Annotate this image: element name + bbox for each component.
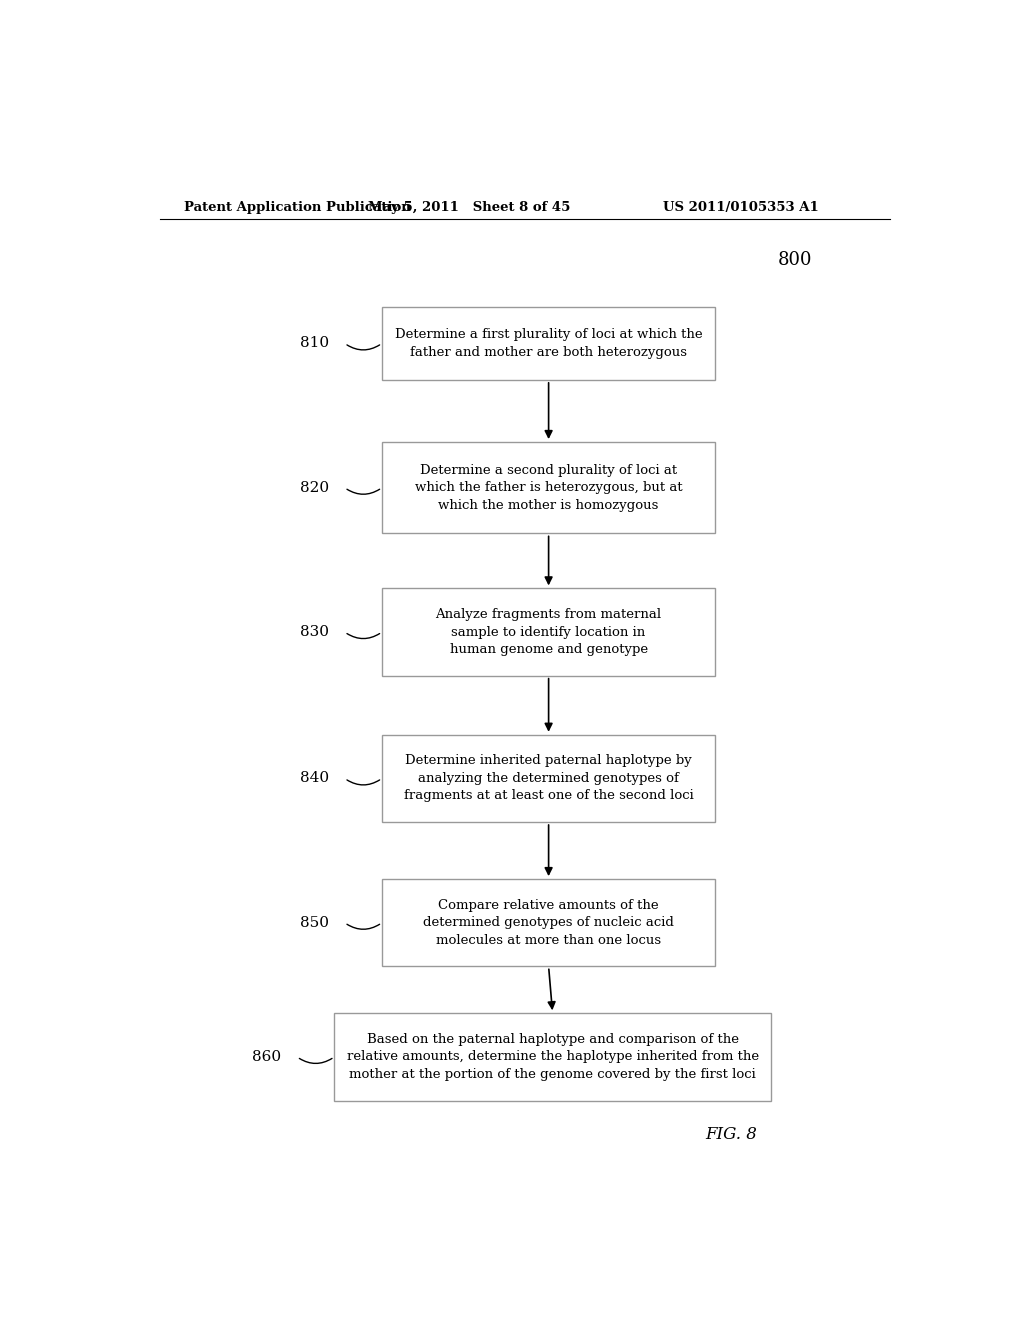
FancyBboxPatch shape <box>382 879 715 966</box>
Text: 830: 830 <box>300 626 329 639</box>
Text: Determine a first plurality of loci at which the
father and mother are both hete: Determine a first plurality of loci at w… <box>395 329 702 359</box>
Text: Determine inherited paternal haplotype by
analyzing the determined genotypes of
: Determine inherited paternal haplotype b… <box>403 755 693 803</box>
FancyBboxPatch shape <box>334 1014 771 1101</box>
FancyBboxPatch shape <box>382 306 715 380</box>
Text: 850: 850 <box>300 916 329 929</box>
Text: Determine a second plurality of loci at
which the father is heterozygous, but at: Determine a second plurality of loci at … <box>415 463 682 512</box>
Text: FIG. 8: FIG. 8 <box>706 1126 757 1143</box>
FancyBboxPatch shape <box>382 442 715 533</box>
Text: 800: 800 <box>777 251 812 269</box>
Text: 810: 810 <box>300 337 329 350</box>
Text: May 5, 2011   Sheet 8 of 45: May 5, 2011 Sheet 8 of 45 <box>368 201 570 214</box>
Text: 860: 860 <box>252 1049 282 1064</box>
Text: Based on the paternal haplotype and comparison of the
relative amounts, determin: Based on the paternal haplotype and comp… <box>346 1032 759 1081</box>
Text: Analyze fragments from maternal
sample to identify location in
human genome and : Analyze fragments from maternal sample t… <box>435 609 662 656</box>
FancyBboxPatch shape <box>382 735 715 822</box>
Text: Patent Application Publication: Patent Application Publication <box>183 201 411 214</box>
FancyBboxPatch shape <box>382 589 715 676</box>
Text: 840: 840 <box>300 771 329 785</box>
Text: US 2011/0105353 A1: US 2011/0105353 A1 <box>663 201 818 214</box>
Text: Compare relative amounts of the
determined genotypes of nucleic acid
molecules a: Compare relative amounts of the determin… <box>423 899 674 946</box>
Text: 820: 820 <box>300 480 329 495</box>
